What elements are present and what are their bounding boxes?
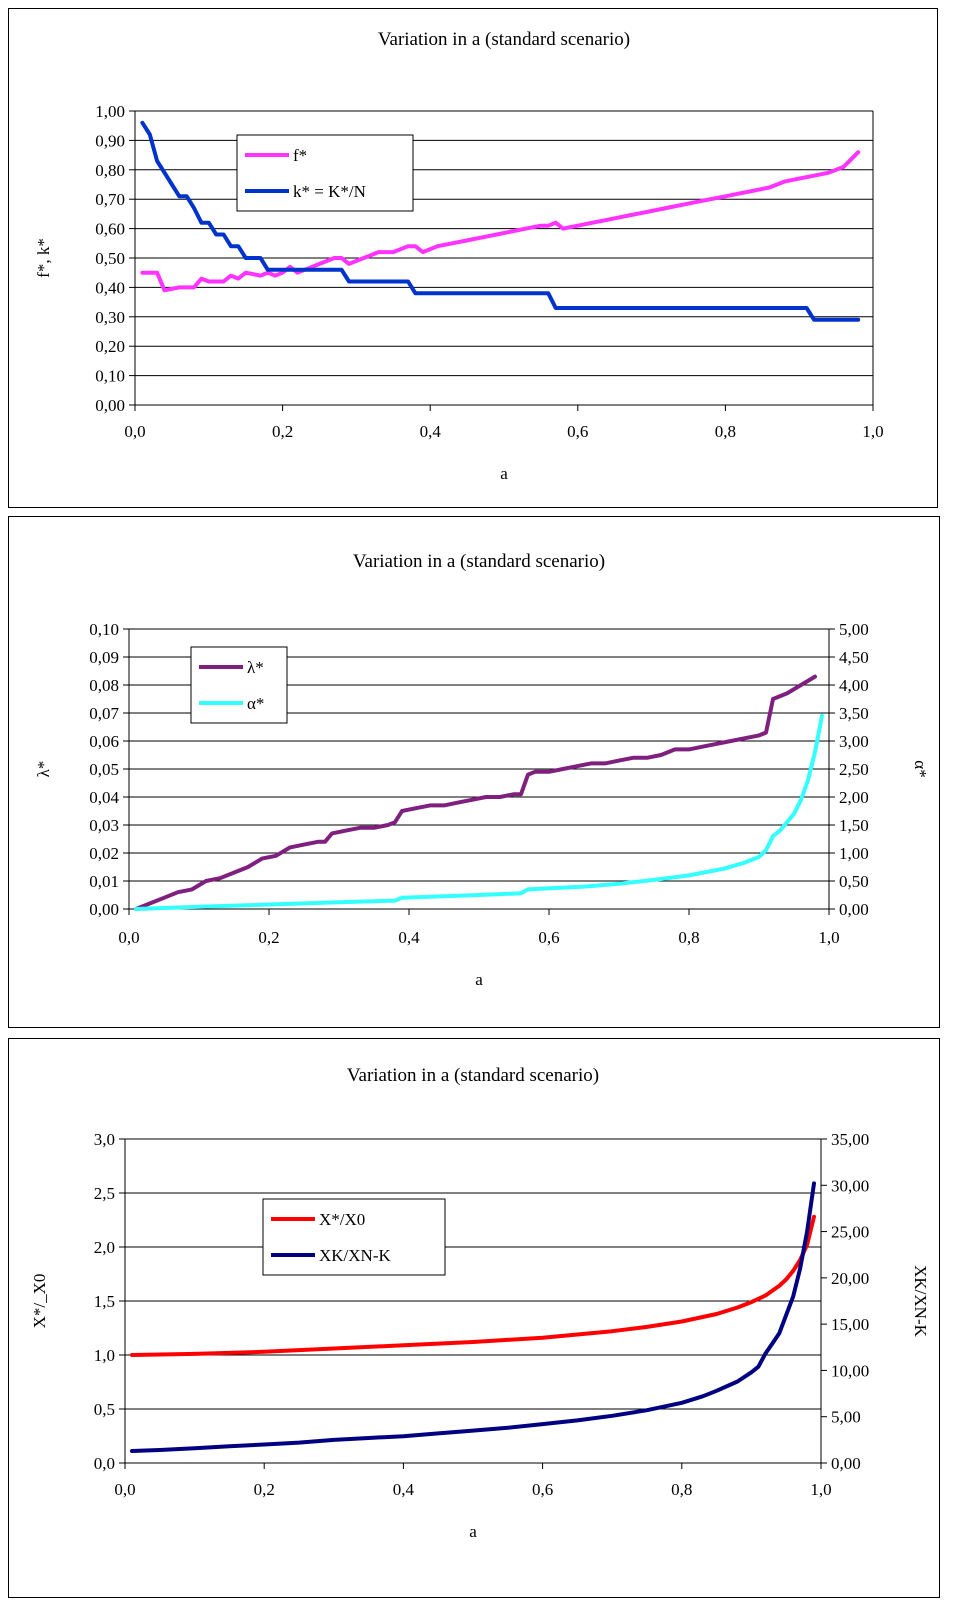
chart-svg-2: Variation in a (standard scenario) 0,00 0,… <box>34 551 930 989</box>
y2-tick-label: 3,50 <box>839 704 869 723</box>
y-tick-label: 0,00 <box>89 900 119 919</box>
y-tick-label: 0,10 <box>89 620 119 639</box>
legend-box <box>262 1198 446 1276</box>
y2-axis-label: α* <box>911 760 930 777</box>
y-tick-label: 0,40 <box>95 278 125 297</box>
series-line-1 <box>130 1214 816 1357</box>
y-tick-label: 2,5 <box>94 1184 115 1203</box>
chart-panel-1: Variation in a (standard scenario) 0,00 0,… <box>8 8 938 508</box>
y-tick-label: 0,30 <box>95 308 125 327</box>
x-axis-label: a <box>469 1522 477 1541</box>
chart-title: Variation in a (standard scenario) <box>347 1065 599 1086</box>
y-tick-label: 0,80 <box>95 161 125 180</box>
y-tick-label: 0,08 <box>89 676 119 695</box>
y-tick-label: 0,20 <box>95 337 125 356</box>
y2-tick-label: 15,00 <box>831 1315 869 1334</box>
chart-panel-3: Variation in a (standard scenario) 0,0 0,5… <box>8 1038 940 1598</box>
x-tick-label: 0,4 <box>393 1480 415 1499</box>
y-tick-label: 0,90 <box>95 131 125 150</box>
y2-axis-label: XK/XN-K <box>911 1265 930 1337</box>
x-tick-label: 0,2 <box>258 928 279 947</box>
y2-tick-label: 0,50 <box>839 872 869 891</box>
y-tick-label: 0,06 <box>89 732 119 751</box>
y2-tick-label: 35,00 <box>831 1130 869 1149</box>
y-tick-label: 0,60 <box>95 220 125 239</box>
y-tick-label: 3,0 <box>94 1130 115 1149</box>
chart-title: Variation in a (standard scenario) <box>378 29 630 50</box>
y-tick-label: 0,10 <box>95 367 125 386</box>
legend-box <box>190 646 288 724</box>
y-tick-label: 0,70 <box>95 190 125 209</box>
y2-tick-label: 4,00 <box>839 676 869 695</box>
y-tick-label: 0,5 <box>94 1400 115 1419</box>
x-tick-label: 0,2 <box>272 422 293 441</box>
series-line-2 <box>140 120 861 322</box>
x-tick-label: 0,2 <box>254 1480 275 1499</box>
y2-tick-label: 1,50 <box>839 816 869 835</box>
chart-svg-1: Variation in a (standard scenario) 0,00 0,… <box>34 29 884 483</box>
x-tick-label: 0,0 <box>114 1480 135 1499</box>
series-line-1 <box>134 674 817 911</box>
chart-svg-3: Variation in a (standard scenario) 0,0 0,5… <box>30 1065 930 1541</box>
x-tick-label: 0,0 <box>124 422 145 441</box>
y-tick-label: 1,5 <box>94 1292 115 1311</box>
series-line-2 <box>134 713 824 911</box>
y-tick-label: 0,02 <box>89 844 119 863</box>
y-tick-label: 2,0 <box>94 1238 115 1257</box>
y-tick-label: 0,00 <box>95 396 125 415</box>
y2-tick-label: 4,50 <box>839 648 869 667</box>
x-tick-label: 0,0 <box>118 928 139 947</box>
y2-tick-label: 3,00 <box>839 732 869 751</box>
y2-tick-label: 2,00 <box>839 788 869 807</box>
y-tick-label: 0,04 <box>89 788 119 807</box>
y-tick-label: 0,01 <box>89 872 119 891</box>
y-axis-label: λ* <box>34 761 53 778</box>
legend-entry: f* <box>293 146 307 165</box>
y-tick-label: 0,09 <box>89 648 119 667</box>
chart-title: Variation in a (standard scenario) <box>353 551 605 572</box>
x-tick-label: 1,0 <box>818 928 839 947</box>
y-tick-label: 0,0 <box>94 1454 115 1473</box>
y2-tick-label: 25,00 <box>831 1223 869 1242</box>
y2-tick-label: 0,00 <box>831 1454 861 1473</box>
x-tick-label: 0,6 <box>567 422 588 441</box>
x-tick-label: 0,8 <box>678 928 699 947</box>
legend-entry: X*/X0 <box>319 1210 365 1229</box>
y2-tick-label: 30,00 <box>831 1176 869 1195</box>
y2-tick-label: 20,00 <box>831 1269 869 1288</box>
y2-tick-label: 1,00 <box>839 844 869 863</box>
x-axis-label: a <box>475 970 483 989</box>
y2-tick-label: 10,00 <box>831 1361 869 1380</box>
legend-entry: XK/XN-K <box>319 1246 391 1265</box>
y-tick-label: 1,0 <box>94 1346 115 1365</box>
y2-tick-label: 5,00 <box>831 1408 861 1427</box>
y2-tick-label: 2,50 <box>839 760 869 779</box>
x-tick-label: 0,4 <box>420 422 442 441</box>
x-tick-label: 0,4 <box>398 928 420 947</box>
legend-entry: k* = K*/N <box>293 182 366 201</box>
x-tick-label: 0,8 <box>715 422 736 441</box>
y2-tick-label: 0,00 <box>839 900 869 919</box>
x-tick-label: 0,6 <box>538 928 559 947</box>
legend-box <box>236 134 414 212</box>
x-axis-label: a <box>500 464 508 483</box>
y-axis-label: f*, k* <box>34 238 53 278</box>
y-tick-label: 0,07 <box>89 704 119 723</box>
y-axis-label: X*/_X0 <box>30 1274 49 1329</box>
x-tick-label: 1,0 <box>810 1480 831 1499</box>
chart-panel-2: Variation in a (standard scenario) 0,00 0,… <box>8 516 940 1028</box>
legend-entry: λ* <box>247 658 264 677</box>
series-line-2 <box>130 1181 816 1453</box>
y-tick-label: 1,00 <box>95 102 125 121</box>
x-tick-label: 0,6 <box>532 1480 553 1499</box>
legend-entry: α* <box>247 694 264 713</box>
x-tick-label: 0,8 <box>671 1480 692 1499</box>
x-tick-label: 1,0 <box>862 422 883 441</box>
y-tick-label: 0,05 <box>89 760 119 779</box>
series-line-1 <box>140 150 861 293</box>
y2-tick-label: 5,00 <box>839 620 869 639</box>
y-tick-label: 0,50 <box>95 249 125 268</box>
y-tick-label: 0,03 <box>89 816 119 835</box>
